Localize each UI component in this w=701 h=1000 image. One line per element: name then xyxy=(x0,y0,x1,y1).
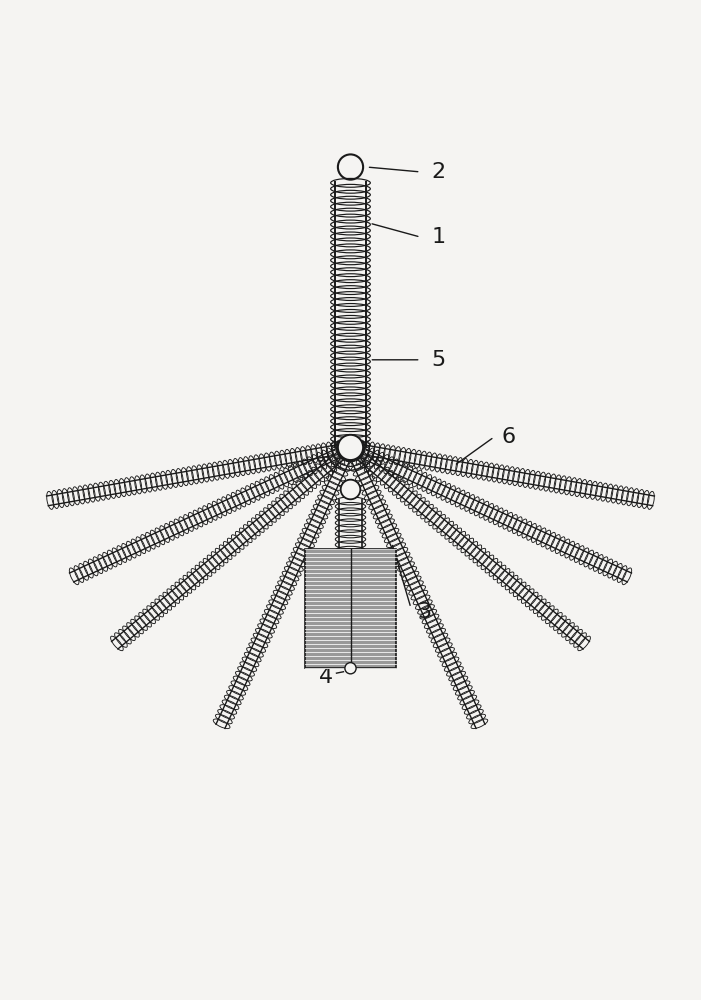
Text: 4: 4 xyxy=(319,667,333,687)
Circle shape xyxy=(338,435,363,460)
Text: 2: 2 xyxy=(431,162,445,182)
Text: 3: 3 xyxy=(417,602,431,622)
Bar xyxy=(305,549,396,668)
Circle shape xyxy=(345,663,356,674)
Text: 6: 6 xyxy=(501,427,515,447)
Text: 5: 5 xyxy=(431,350,445,370)
Circle shape xyxy=(341,480,360,499)
Text: 1: 1 xyxy=(431,227,445,247)
